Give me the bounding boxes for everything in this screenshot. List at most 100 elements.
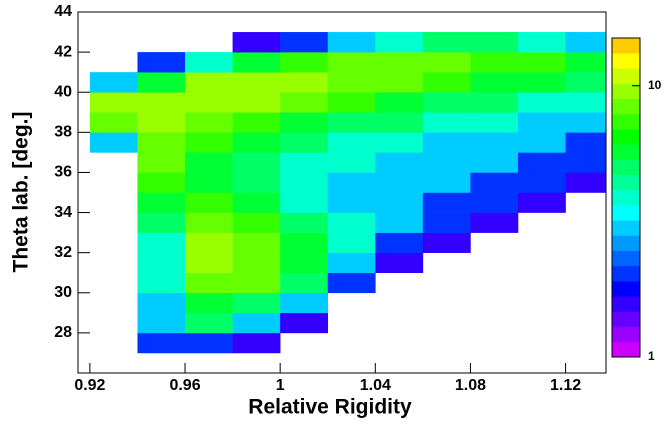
colorbar-swatch xyxy=(612,83,640,100)
heatmap-cell xyxy=(518,172,566,193)
heatmap-cell xyxy=(518,132,566,153)
colorbar-swatch xyxy=(612,144,640,160)
heatmap-cell xyxy=(422,72,471,93)
heatmap-cell xyxy=(232,312,281,334)
heatmap-cell xyxy=(518,112,566,133)
heatmap-cell xyxy=(137,92,186,113)
heatmap-cell xyxy=(280,252,329,274)
heatmap-cell xyxy=(185,212,233,233)
heatmap-cell xyxy=(89,132,138,153)
heatmap-cell xyxy=(185,332,233,354)
y-tick-label: 42 xyxy=(54,43,72,60)
colorbar-swatch xyxy=(612,220,640,236)
y-tick-label: 36 xyxy=(54,164,72,181)
heatmap-cell xyxy=(375,252,424,274)
heatmap-cell xyxy=(327,212,376,233)
heatmap-cell xyxy=(327,232,376,253)
heatmap-cell xyxy=(422,192,471,213)
heatmap-cell xyxy=(137,192,186,213)
heatmap-cell xyxy=(280,192,329,213)
heatmap-cell xyxy=(327,112,376,133)
heatmap-cell xyxy=(185,232,233,253)
heatmap-cell xyxy=(375,32,424,53)
x-tick-label: 1.12 xyxy=(550,377,581,394)
heatmap-cell xyxy=(89,92,138,113)
y-tick-label: 34 xyxy=(54,204,72,221)
heatmap-cell xyxy=(185,272,233,294)
heatmap-cell xyxy=(232,152,281,173)
heatmap-cell xyxy=(280,32,329,53)
heatmap-cell xyxy=(232,232,281,253)
colorbar-swatch xyxy=(612,311,640,327)
heatmap-cell xyxy=(422,92,471,113)
heatmap-cell xyxy=(327,192,376,213)
colorbar-swatch xyxy=(612,296,640,312)
heatmap-cell xyxy=(232,112,281,133)
heatmap-cell xyxy=(470,152,519,173)
y-tick-label: 28 xyxy=(54,324,72,341)
heatmap-cell xyxy=(137,272,186,294)
heatmap-cell xyxy=(232,252,281,274)
colorbar-swatch xyxy=(612,281,640,297)
colorbar-swatch xyxy=(612,159,640,176)
heatmap-cell xyxy=(470,132,519,153)
heatmap-cell xyxy=(375,232,424,253)
heatmap-cell xyxy=(470,192,519,213)
colorbar-swatch xyxy=(612,98,640,115)
heatmap-cell xyxy=(185,132,233,153)
colorbar-frame xyxy=(611,37,641,358)
z-tick-label: 1 xyxy=(648,349,655,363)
heatmap-cell xyxy=(327,52,376,73)
colorbar-swatch xyxy=(612,68,640,84)
heatmap-cell xyxy=(89,72,138,93)
heatmap-cell xyxy=(327,72,376,93)
x-tick-label: 1 xyxy=(276,377,285,394)
heatmap-cell xyxy=(422,112,471,133)
colorbar-swatch xyxy=(612,129,640,145)
heatmap-cell xyxy=(232,32,281,53)
heatmap-cell xyxy=(185,292,233,314)
colorbar-swatch xyxy=(612,235,640,251)
heatmap-cell xyxy=(280,92,329,113)
y-tick-label: 44 xyxy=(54,3,72,20)
heatmap-cell xyxy=(280,112,329,133)
heatmap-cell xyxy=(185,252,233,274)
heatmap-cell xyxy=(232,132,281,153)
heatmap-cell xyxy=(327,252,376,274)
heatmap-cell xyxy=(137,312,186,334)
heatmap-cell xyxy=(232,52,281,73)
heatmap-cell xyxy=(137,72,186,93)
heatmap-cell xyxy=(422,172,471,193)
x-axis-title: Relative Rigidity xyxy=(248,396,412,419)
heatmap-cell xyxy=(185,172,233,193)
heatmap-cell xyxy=(280,232,329,253)
y-tick-label: 30 xyxy=(54,284,72,301)
heatmap-cell xyxy=(565,132,606,153)
heatmap-cell xyxy=(565,32,606,53)
heatmap-cell xyxy=(137,172,186,193)
heatmap-cell xyxy=(422,232,471,253)
heatmap-cell xyxy=(327,152,376,173)
heatmap-cell xyxy=(375,92,424,113)
x-tick-label: 1.08 xyxy=(455,377,486,394)
heatmap-cell xyxy=(375,112,424,133)
colorbar-swatch xyxy=(612,189,640,206)
colorbar-swatch xyxy=(612,250,640,267)
heatmap-cell xyxy=(422,152,471,173)
heatmap-cell xyxy=(137,52,186,73)
heatmap-cell xyxy=(232,332,281,354)
heatmap-cell xyxy=(470,212,519,233)
heatmap-cell xyxy=(375,152,424,173)
heatmap-cell xyxy=(185,92,233,113)
heatmap-cell xyxy=(280,52,329,73)
heatmap-cell xyxy=(89,112,138,133)
heatmap-cell xyxy=(185,192,233,213)
heatmap-cell xyxy=(375,72,424,93)
heatmap-cell xyxy=(185,72,233,93)
colorbar-swatch xyxy=(612,326,640,343)
y-tick-label: 38 xyxy=(54,124,72,141)
heatmap-cell xyxy=(137,292,186,314)
heatmap-cell xyxy=(280,152,329,173)
colorbar-swatch xyxy=(612,341,640,358)
